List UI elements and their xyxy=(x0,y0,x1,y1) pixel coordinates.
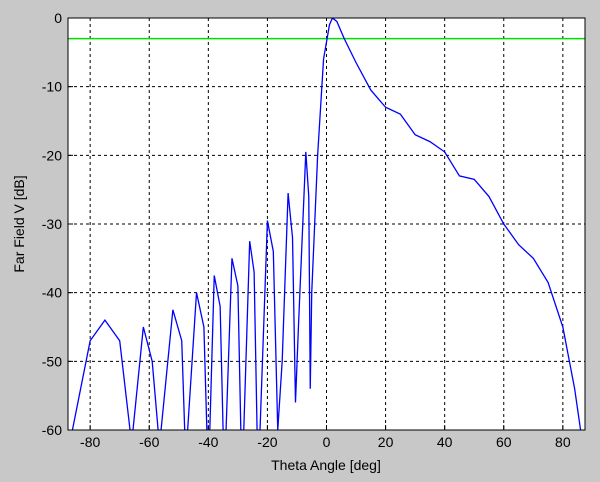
x-tick-label: 60 xyxy=(496,434,512,450)
y-axis-label: Far Field V [dB] xyxy=(11,175,27,272)
plot-border xyxy=(67,17,586,431)
y-tick-label: -10 xyxy=(42,79,62,95)
series-line xyxy=(71,18,582,430)
y-tick-label: -50 xyxy=(42,353,62,369)
x-tick-label: 80 xyxy=(555,434,571,450)
y-tick-label: -40 xyxy=(42,285,62,301)
y-tick-label: 0 xyxy=(54,10,62,26)
x-tick-label: -40 xyxy=(198,434,218,450)
y-tick-label: -60 xyxy=(42,422,62,438)
x-axis-label: Theta Angle [deg] xyxy=(271,457,381,473)
x-tick-label: -80 xyxy=(80,434,100,450)
x-tick-label: 20 xyxy=(378,434,394,450)
x-tick-label: 0 xyxy=(323,434,331,450)
y-tick-label: -30 xyxy=(42,216,62,232)
y-tick-label: -20 xyxy=(42,147,62,163)
x-tick-label: -60 xyxy=(139,434,159,450)
x-tick-label: 40 xyxy=(437,434,453,450)
x-tick-label: -20 xyxy=(257,434,277,450)
